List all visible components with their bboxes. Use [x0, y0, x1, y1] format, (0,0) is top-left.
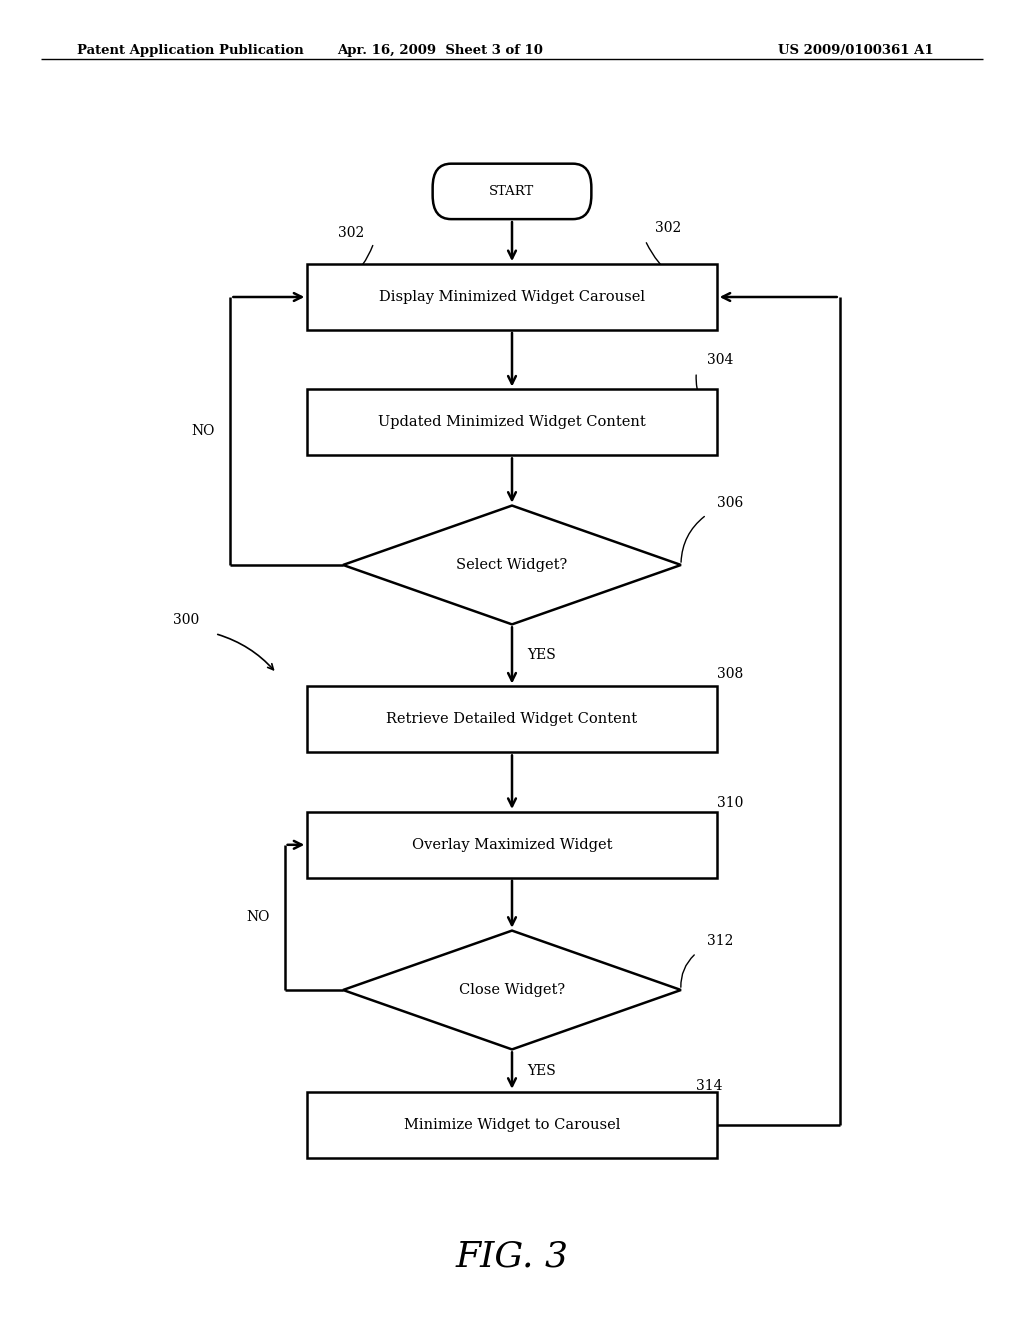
Bar — [307, 686, 717, 752]
Text: Minimize Widget to Carousel: Minimize Widget to Carousel — [403, 1118, 621, 1131]
FancyBboxPatch shape — [432, 164, 592, 219]
Polygon shape — [343, 931, 681, 1049]
Text: YES: YES — [527, 1064, 556, 1077]
Text: Close Widget?: Close Widget? — [459, 983, 565, 997]
Text: Updated Minimized Widget Content: Updated Minimized Widget Content — [378, 416, 646, 429]
Bar — [307, 389, 717, 455]
Bar — [307, 812, 717, 878]
Text: Select Widget?: Select Widget? — [457, 558, 567, 572]
Text: YES: YES — [527, 648, 556, 663]
Text: 314: 314 — [696, 1078, 723, 1093]
Text: 304: 304 — [707, 352, 733, 367]
Text: START: START — [489, 185, 535, 198]
Text: NO: NO — [191, 424, 215, 438]
Text: 302: 302 — [655, 220, 682, 235]
Polygon shape — [343, 506, 681, 624]
Bar — [307, 1092, 717, 1158]
Text: Retrieve Detailed Widget Content: Retrieve Detailed Widget Content — [386, 713, 638, 726]
Text: NO: NO — [246, 911, 269, 924]
Text: Patent Application Publication: Patent Application Publication — [77, 44, 303, 57]
Text: US 2009/0100361 A1: US 2009/0100361 A1 — [778, 44, 934, 57]
Text: FIG. 3: FIG. 3 — [456, 1239, 568, 1274]
Text: 308: 308 — [717, 667, 743, 681]
Text: 312: 312 — [707, 933, 733, 948]
Text: 306: 306 — [717, 495, 743, 510]
Text: Overlay Maximized Widget: Overlay Maximized Widget — [412, 838, 612, 851]
Text: Apr. 16, 2009  Sheet 3 of 10: Apr. 16, 2009 Sheet 3 of 10 — [337, 44, 544, 57]
Bar — [307, 264, 717, 330]
Text: 300: 300 — [173, 614, 200, 627]
Text: 302: 302 — [338, 226, 365, 240]
Text: Display Minimized Widget Carousel: Display Minimized Widget Carousel — [379, 290, 645, 304]
Text: 310: 310 — [717, 796, 743, 810]
